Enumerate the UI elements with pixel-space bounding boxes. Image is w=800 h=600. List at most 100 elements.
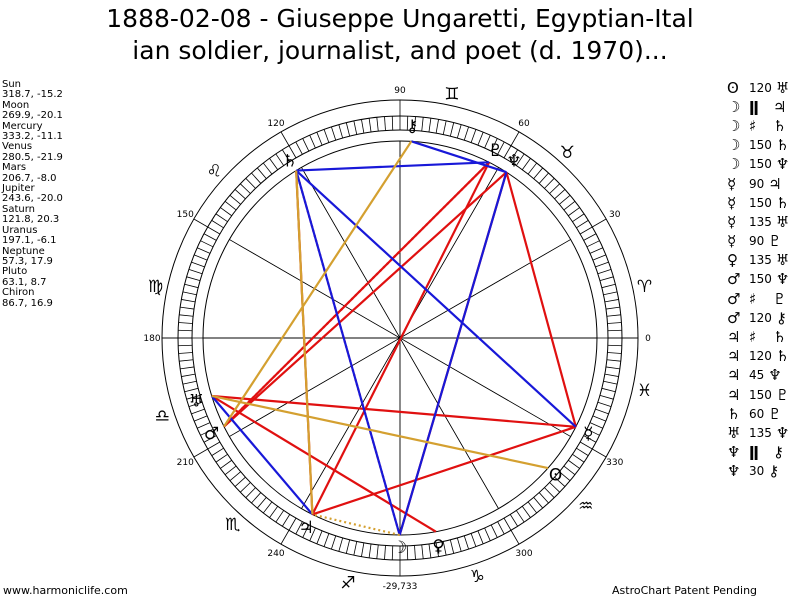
degree-label: 330	[606, 458, 623, 468]
degree-tick	[384, 545, 386, 560]
aspect-row: ♂ 150 ♆	[727, 270, 798, 289]
degree-tick	[188, 269, 203, 275]
venus-icon: ♀	[727, 251, 738, 270]
saturn-icon: ♄	[775, 193, 790, 212]
degree-tick	[442, 541, 447, 556]
planet-name: Sun	[2, 79, 22, 90]
planet-name: Venus	[2, 141, 33, 153]
aspect-line	[311, 161, 491, 515]
planet-coords: 280.5, -21.9	[2, 151, 63, 163]
uranus-icon: ♅	[727, 423, 741, 442]
footer-website[interactable]: www.harmoniclife.com	[3, 584, 128, 597]
aspect-angle: 150	[749, 157, 772, 172]
degree-tick	[601, 283, 616, 289]
degree-tick	[563, 465, 576, 475]
degree-tick	[316, 132, 323, 146]
chart-title-line2: ian soldier, journalist, and poet (d. 19…	[132, 36, 668, 65]
degree-tick	[263, 501, 273, 514]
degree-tick	[605, 366, 620, 370]
jupiter-icon: ♃	[727, 328, 741, 347]
aspect-row: ☿ 90 ♃	[727, 174, 798, 193]
degree-tick	[361, 542, 365, 557]
aspect-row: ʘ 120 ♅	[727, 78, 798, 97]
aspect-row: ♆ 30 ⚷	[727, 462, 798, 481]
saturn-icon: ♄	[727, 404, 741, 423]
degree-tick	[604, 373, 619, 377]
degree-tick	[211, 447, 224, 456]
degree-tick	[256, 167, 267, 179]
jupiter-icon: ♃	[727, 347, 741, 366]
aspect-row: ♃ ♯ ♄	[727, 327, 798, 346]
moon-icon: ☽	[727, 116, 741, 135]
degree-tick	[331, 126, 337, 141]
degree-tick	[549, 482, 560, 493]
degree-tick	[607, 352, 622, 354]
saturn-icon: ♄	[773, 328, 787, 347]
degree-tick	[572, 453, 585, 463]
aries-icon: ♈	[637, 277, 652, 297]
saturn-icon: ♄	[282, 151, 297, 171]
degree-tick	[605, 306, 620, 310]
planet-positions-list: Sun 318.7, -15.2 Moon 269.9, -20.1 Mercury 33…	[2, 79, 63, 309]
aspect-row: ♂ 120 ⚷	[727, 308, 798, 327]
aspect-row: ♆ ǁ ⚷	[727, 443, 798, 462]
sign-divider	[592, 218, 607, 228]
sagittarius-icon: ♐	[340, 574, 355, 594]
degree-tick	[338, 124, 344, 139]
aspect-line	[295, 170, 401, 536]
aspect-line	[211, 394, 576, 428]
degree-tick	[449, 539, 455, 554]
degree-tick	[515, 153, 525, 166]
degree-tick	[490, 138, 498, 152]
degree-tick	[331, 535, 337, 550]
degree-tick	[599, 276, 614, 282]
aspect-row: ☿ 90 ♇	[727, 232, 798, 251]
degree-tick	[604, 299, 619, 303]
degree-tick	[592, 415, 606, 422]
degree-label: 120	[267, 119, 284, 129]
degree-tick	[275, 153, 285, 166]
aspect-row: ☿ 135 ♅	[727, 212, 798, 231]
neptune-icon: ♆	[775, 270, 790, 289]
degree-label: -29,733	[383, 582, 418, 592]
saturn-icon: ♄	[773, 116, 787, 135]
saturn-icon: ♄	[775, 136, 790, 155]
mercury-icon: ☿	[727, 232, 737, 251]
aspect-angle: 120	[749, 349, 772, 364]
aspect-row: ♃ 120 ♄	[727, 347, 798, 366]
degree-tick	[263, 162, 273, 175]
aspect-line	[223, 161, 490, 428]
degree-tick	[549, 183, 560, 194]
degree-tick	[589, 247, 603, 254]
degree-tick	[533, 167, 544, 179]
degree-tick	[194, 415, 208, 422]
degree-tick	[245, 487, 256, 498]
degree-tick	[240, 482, 251, 493]
gemini-icon: ♊	[444, 84, 459, 104]
aspect-row: ☿ 150 ♄	[727, 193, 798, 212]
degree-tick	[353, 120, 358, 135]
jupiter-icon: ♃	[727, 366, 741, 385]
aspect-angle: 60	[749, 406, 765, 421]
degree-tick	[345, 122, 351, 137]
degree-tick	[428, 118, 432, 133]
degree-tick	[181, 373, 196, 377]
degree-tick	[224, 465, 237, 475]
aspect-angle: 150	[749, 195, 772, 210]
degree-tick	[576, 220, 589, 229]
degree-tick	[229, 471, 241, 482]
aspect-row: ♄ 60 ♇	[727, 404, 798, 423]
planet-coords: 57.3, 17.9	[2, 255, 53, 267]
sign-divider	[510, 131, 520, 146]
aspect-row: ☽ ǁ ♃	[727, 97, 798, 116]
degree-tick	[368, 118, 372, 133]
sign-divider	[193, 218, 208, 228]
degree-tick	[215, 453, 228, 463]
aspect-row: ☽ 150 ♆	[727, 155, 798, 174]
degree-tick	[182, 291, 197, 296]
degree-tick	[607, 322, 622, 324]
neptune-icon: ♆	[727, 443, 741, 462]
degree-tick	[376, 544, 379, 559]
planet-name: Jupiter	[2, 183, 35, 195]
